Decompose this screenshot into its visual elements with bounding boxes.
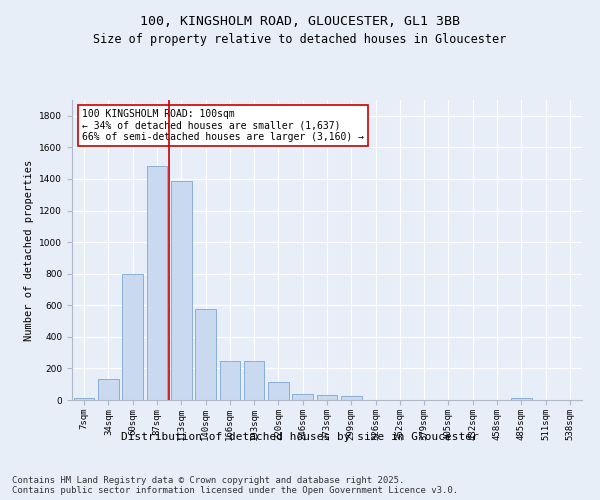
Text: Size of property relative to detached houses in Gloucester: Size of property relative to detached ho… (94, 32, 506, 46)
Bar (268, 382, 289, 400)
Bar (511, 398, 532, 400)
Bar (74, 398, 94, 400)
Bar (122, 274, 143, 400)
Bar (292, 394, 313, 400)
Bar (195, 309, 216, 400)
Bar (171, 180, 191, 400)
Y-axis label: Number of detached properties: Number of detached properties (24, 160, 34, 340)
Text: 100, KINGSHOLM ROAD, GLOUCESTER, GL1 3BB: 100, KINGSHOLM ROAD, GLOUCESTER, GL1 3BB (140, 15, 460, 28)
Bar (98, 380, 119, 400)
Bar (341, 396, 362, 400)
Bar (220, 360, 240, 400)
Text: 100 KINGSHOLM ROAD: 100sqm
← 34% of detached houses are smaller (1,637)
66% of s: 100 KINGSHOLM ROAD: 100sqm ← 34% of deta… (82, 109, 364, 142)
Text: Contains HM Land Registry data © Crown copyright and database right 2025.
Contai: Contains HM Land Registry data © Crown c… (12, 476, 458, 495)
Bar (146, 166, 167, 400)
Text: Distribution of detached houses by size in Gloucester: Distribution of detached houses by size … (121, 432, 479, 442)
Bar (244, 360, 265, 400)
Bar (317, 396, 337, 400)
